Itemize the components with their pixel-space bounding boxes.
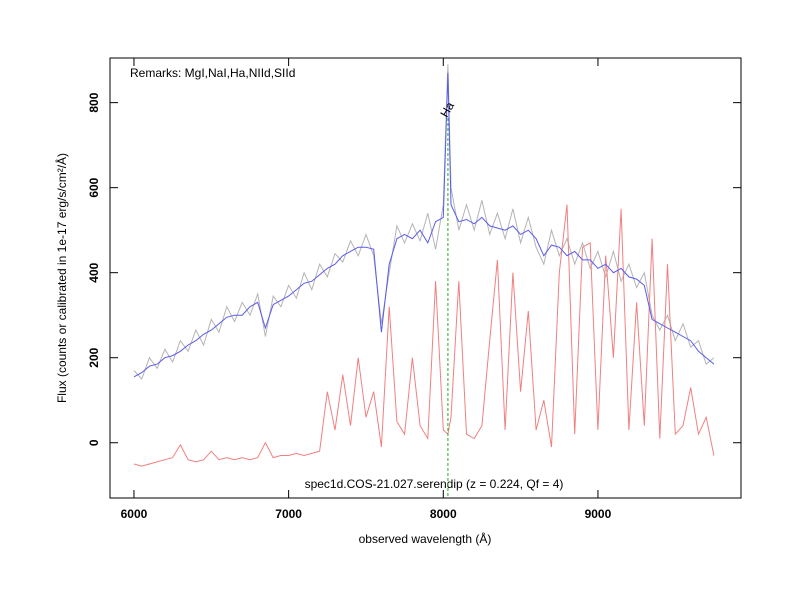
annotation-label: Ha <box>437 99 457 120</box>
chart-title: Remarks: MgI,NaI,Ha,NIId,SIId <box>130 66 295 80</box>
y-tick-label: 0 <box>87 439 101 446</box>
subtitle: spec1d.COS-21.027.serendip (z = 0.224, Q… <box>305 477 564 491</box>
y-tick-label: 800 <box>87 92 101 112</box>
x-tick-label: 8000 <box>430 507 457 521</box>
x-tick-label: 9000 <box>585 507 612 521</box>
y-tick-label: 600 <box>87 177 101 197</box>
x-tick-label: 7000 <box>275 507 302 521</box>
x-axis-label: observed wavelength (Å) <box>359 531 492 546</box>
series-line <box>133 72 715 378</box>
y-tick-label: 400 <box>87 262 101 282</box>
series-line <box>133 64 715 380</box>
y-tick-label: 200 <box>87 347 101 367</box>
plot-frame <box>109 57 742 499</box>
x-tick-label: 6000 <box>121 507 148 521</box>
y-axis-label: Flux (counts or calibrated in 1e-17 erg/… <box>54 153 69 403</box>
series-line <box>133 204 715 467</box>
